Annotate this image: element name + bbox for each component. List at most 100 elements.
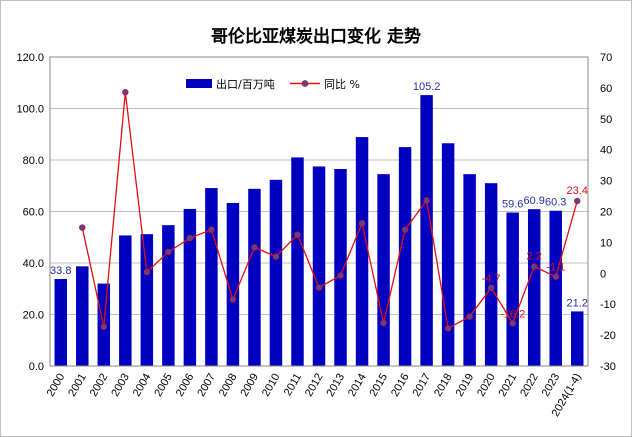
legend-bar-label: 出口/百万吨 bbox=[216, 77, 275, 91]
left-axis-tick-label: 0.0 bbox=[29, 361, 44, 373]
bar bbox=[291, 157, 304, 366]
bar-series bbox=[54, 95, 584, 367]
yoy-point bbox=[79, 224, 86, 231]
bar bbox=[269, 179, 283, 366]
x-axis-tick-label: 2017 bbox=[411, 372, 434, 399]
yoy-value-label: -1.1 bbox=[546, 262, 565, 274]
x-axis-tick-label: 2019 bbox=[454, 372, 477, 399]
bar bbox=[183, 208, 197, 366]
x-axis-tick-label: 2000 bbox=[45, 372, 68, 399]
yoy-point bbox=[444, 325, 452, 332]
right-axis-tick-label: 10 bbox=[600, 237, 612, 249]
yoy-point bbox=[122, 89, 129, 96]
yoy-line bbox=[81, 92, 578, 330]
bar bbox=[441, 143, 455, 366]
x-axis-tick-label: 2021 bbox=[497, 372, 520, 399]
yoy-value-label: 2.2 bbox=[527, 251, 542, 263]
x-axis-tick-label: 2009 bbox=[238, 372, 261, 399]
x-axis-tick-label: 2022 bbox=[518, 372, 541, 399]
x-axis-tick-label: 2015 bbox=[368, 372, 391, 399]
bar bbox=[506, 212, 519, 366]
x-axis-tick-label: 2020 bbox=[475, 372, 498, 399]
x-axis-tick-label: 2016 bbox=[389, 372, 412, 399]
right-axis-tick-label: -10 bbox=[600, 299, 616, 311]
yoy-point bbox=[466, 313, 473, 320]
x-axis-tick-label: 2001 bbox=[66, 372, 89, 399]
x-axis-tick-label: 2011 bbox=[282, 372, 304, 398]
left-axis-tick-label: 100.0 bbox=[16, 104, 44, 116]
yoy-point bbox=[380, 319, 387, 327]
yoy-point bbox=[143, 268, 151, 276]
yoy-point bbox=[358, 220, 366, 227]
yoy-point bbox=[509, 320, 516, 327]
bar-value-label: 21.2 bbox=[567, 297, 588, 309]
yoy-point bbox=[186, 234, 194, 242]
yoy-point bbox=[401, 226, 409, 233]
bar bbox=[420, 95, 433, 367]
bar bbox=[226, 203, 240, 366]
x-axis-tick-label: 2003 bbox=[109, 372, 132, 399]
legend-line-label: 同比 % bbox=[324, 78, 360, 91]
chart-title: 哥伦比亚煤炭出口变化 走势 bbox=[211, 26, 421, 47]
legend-bar-swatch bbox=[186, 79, 212, 88]
bar bbox=[484, 183, 498, 366]
x-axis-tick-label: 2014 bbox=[346, 372, 369, 399]
x-axis-tick-label: 2002 bbox=[88, 372, 111, 399]
right-axis-tick-label: 20 bbox=[600, 207, 612, 219]
left-axis-tick-label: 120.0 bbox=[16, 52, 44, 64]
yoy-point bbox=[337, 272, 344, 279]
yoy-point bbox=[423, 197, 430, 204]
x-axis-tick-label: 2004 bbox=[131, 372, 154, 399]
yoy-point bbox=[315, 284, 323, 291]
bar bbox=[119, 235, 132, 366]
right-axis-tick-label: -20 bbox=[600, 330, 616, 342]
bar bbox=[54, 278, 68, 366]
bar bbox=[355, 137, 369, 366]
yoy-series bbox=[79, 89, 581, 332]
left-axis-tick-label: 20.0 bbox=[23, 310, 44, 322]
bar bbox=[205, 188, 218, 366]
right-axis-tick-label: 60 bbox=[600, 83, 612, 95]
x-axis-tick-label: 2006 bbox=[174, 372, 197, 399]
bar bbox=[140, 234, 154, 366]
yoy-value-label: 23.4 bbox=[567, 185, 588, 197]
yoy-point bbox=[229, 296, 237, 303]
bar bbox=[398, 147, 412, 366]
yoy-point bbox=[574, 197, 581, 205]
bar-value-label: 60.9 bbox=[523, 195, 544, 207]
x-axis-tick-label: 2005 bbox=[152, 372, 175, 399]
right-axis-tick-label: 50 bbox=[600, 114, 612, 126]
yoy-point bbox=[552, 273, 559, 280]
x-axis-tick-label: 2023 bbox=[540, 372, 563, 399]
right-axis-tick-label: 70 bbox=[600, 52, 612, 64]
bar bbox=[76, 266, 89, 366]
left-axis-tick-label: 60.0 bbox=[23, 207, 44, 219]
bar bbox=[248, 188, 261, 366]
x-axis-tick-label: 2012 bbox=[303, 372, 326, 399]
bar-value-label: 60.3 bbox=[545, 197, 566, 209]
yoy-point bbox=[487, 284, 495, 292]
bar bbox=[334, 169, 347, 366]
bar bbox=[570, 311, 584, 366]
left-axis-tick-label: 40.0 bbox=[23, 258, 44, 270]
yoy-point bbox=[251, 244, 258, 251]
yoy-point bbox=[294, 231, 301, 238]
legend-line-marker bbox=[301, 80, 309, 87]
yoy-point bbox=[165, 248, 172, 256]
bar-value-label: 105.2 bbox=[413, 81, 441, 93]
yoy-value-label: -16.2 bbox=[500, 308, 525, 320]
yoy-point bbox=[272, 253, 280, 260]
legend: 出口/百万吨 同比 % bbox=[186, 77, 360, 91]
x-axis-tick-label: 2010 bbox=[260, 372, 283, 399]
bar bbox=[312, 166, 326, 366]
x-axis-tick-label: 2008 bbox=[217, 372, 240, 399]
right-axis-tick-label: 0 bbox=[600, 268, 606, 280]
yoy-point bbox=[531, 263, 538, 270]
x-axis-tick-label: 2013 bbox=[324, 372, 347, 399]
yoy-value-label: -4.7 bbox=[482, 273, 501, 285]
bar bbox=[377, 174, 390, 366]
plot-border bbox=[49, 56, 589, 367]
bar bbox=[162, 225, 175, 366]
bar bbox=[527, 209, 541, 366]
